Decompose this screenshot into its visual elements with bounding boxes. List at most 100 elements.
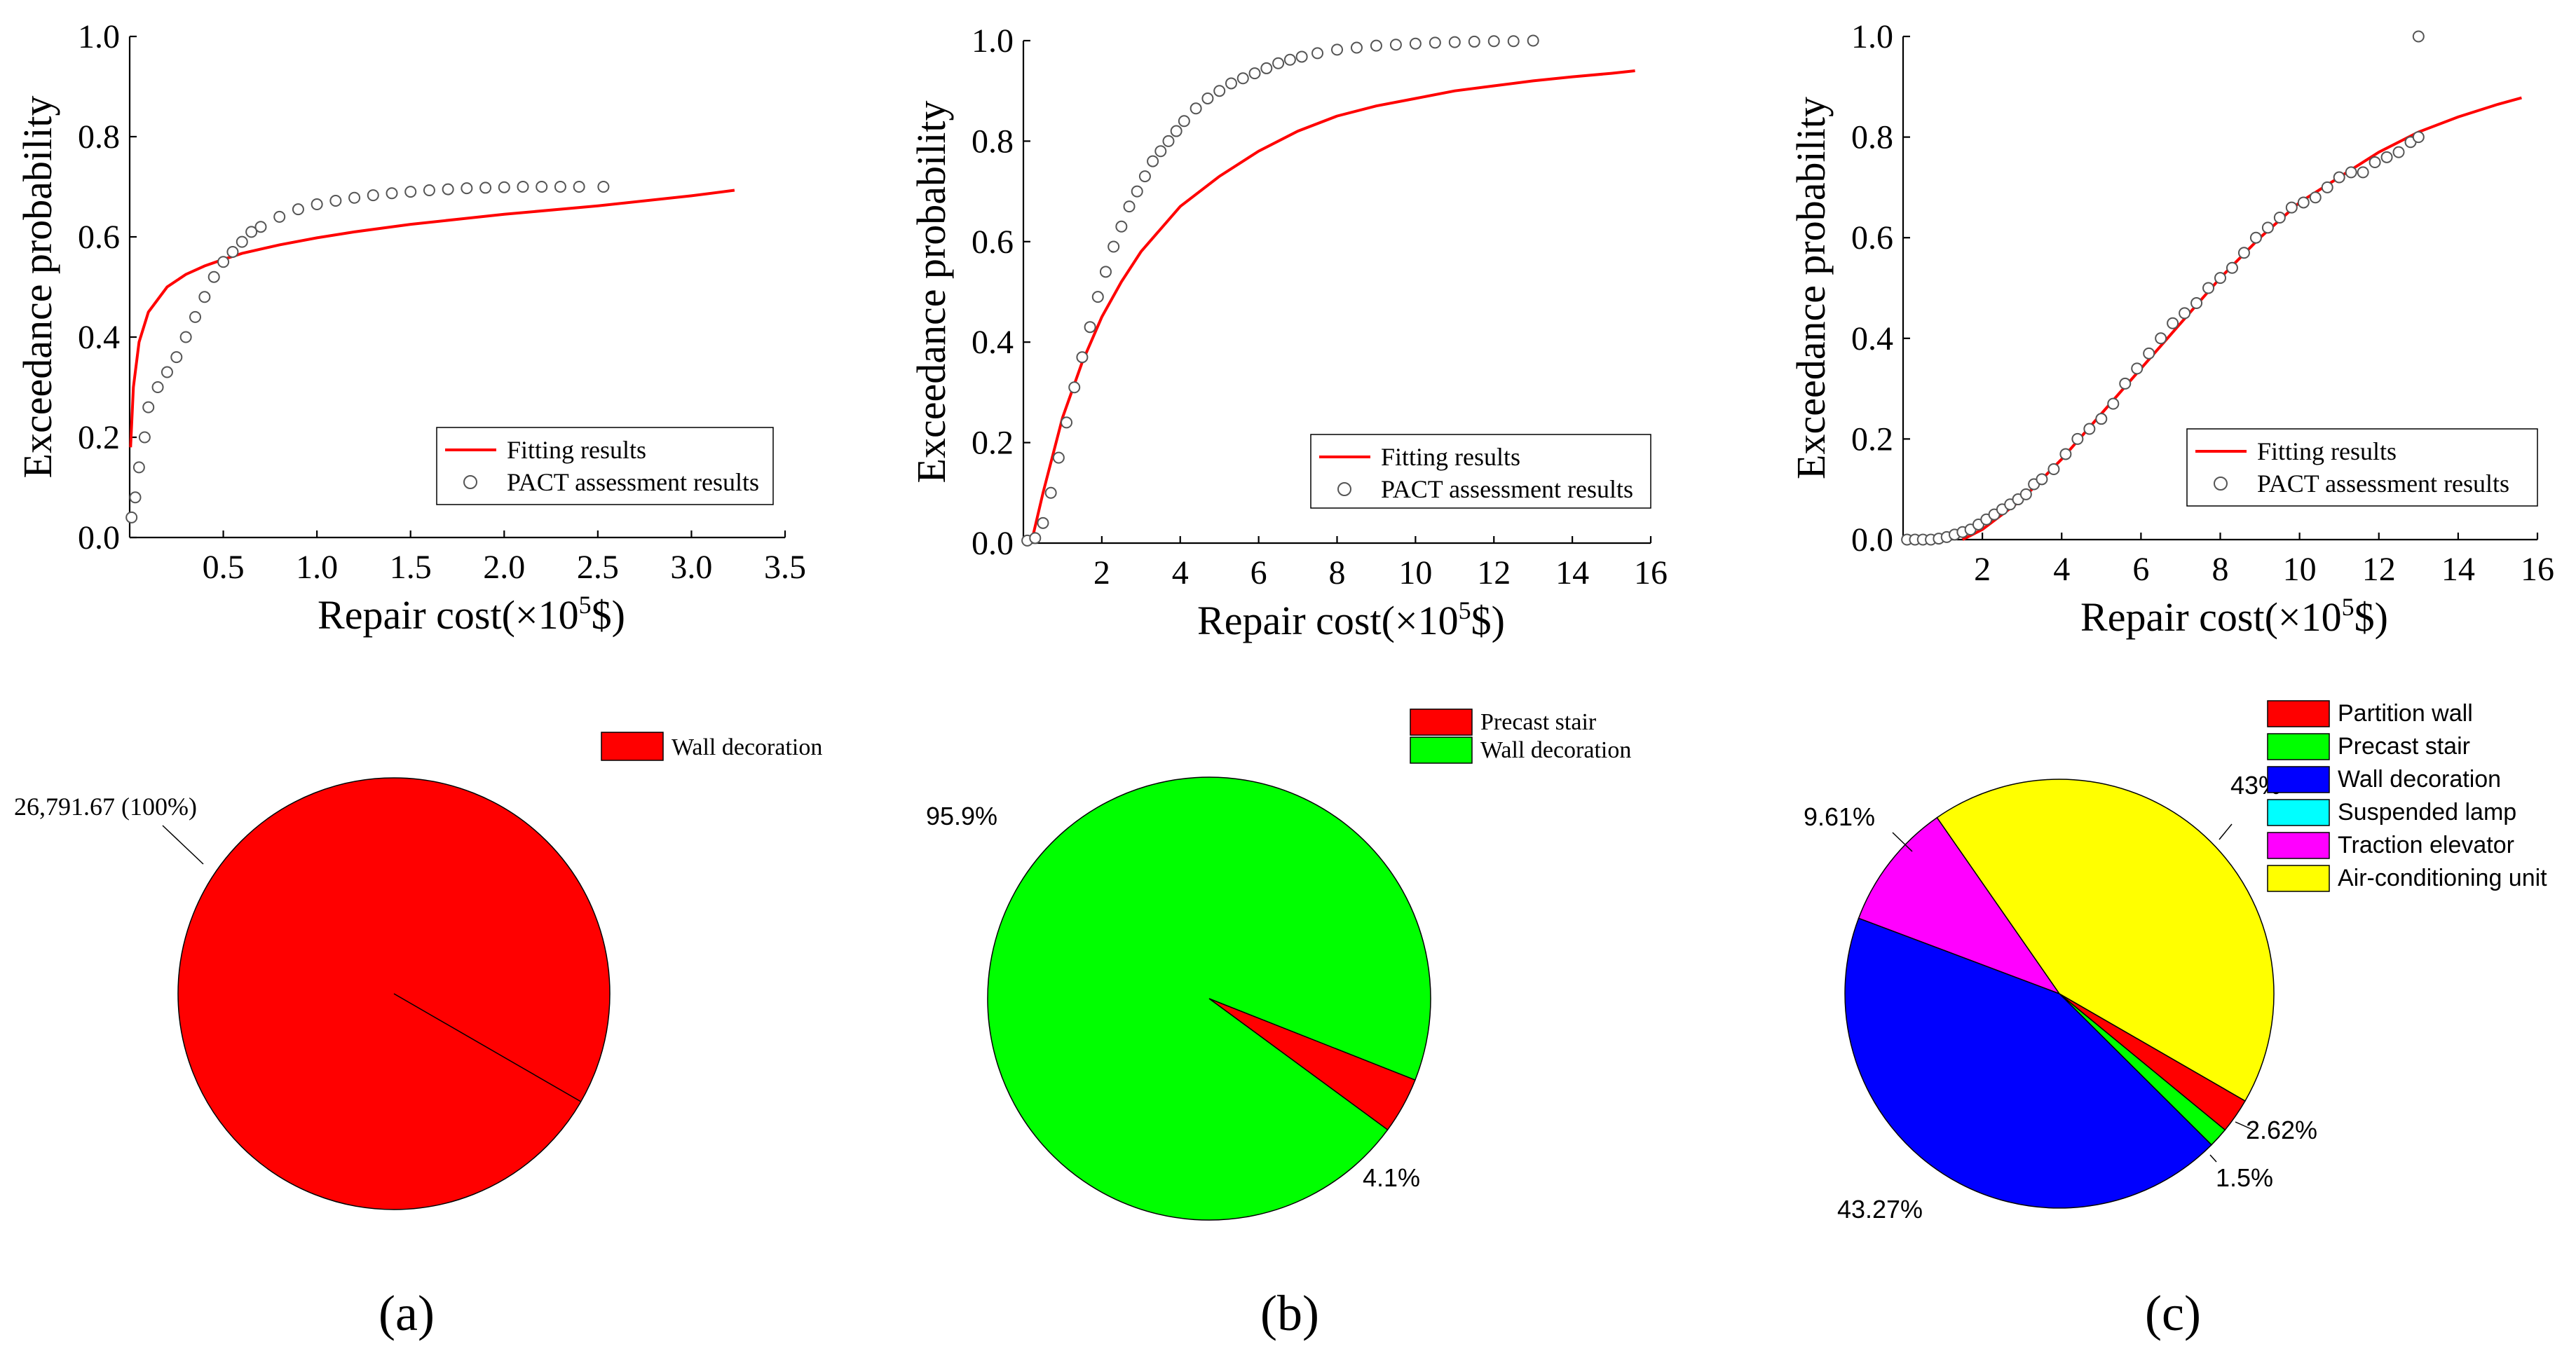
legend-label-fitting: Fitting results xyxy=(507,436,646,464)
pie-percent-label: 43.27% xyxy=(1837,1195,1923,1224)
data-point xyxy=(1389,39,1402,51)
data-point xyxy=(236,235,248,248)
x-axis-title-tail: $) xyxy=(1471,598,1505,643)
data-point xyxy=(2412,30,2425,43)
data-point xyxy=(2357,166,2369,179)
y-tick-label: 0.2 xyxy=(1851,420,1893,458)
data-point xyxy=(1311,47,1324,60)
y-tick-label: 0.6 xyxy=(972,224,1014,261)
data-point xyxy=(1170,125,1183,137)
data-point xyxy=(273,210,286,223)
x-tick-label: 6 xyxy=(2132,551,2149,588)
data-point xyxy=(2214,272,2226,285)
data-point xyxy=(2249,231,2262,244)
data-point xyxy=(1154,145,1167,158)
data-point xyxy=(1147,155,1159,167)
legend-marker-swatch xyxy=(463,475,477,489)
pie-percent-label: 95.9% xyxy=(926,802,997,830)
x-tick-label: 4 xyxy=(2053,551,2070,588)
data-point xyxy=(129,491,142,504)
x-axis-title-sup: 5 xyxy=(1459,596,1471,624)
x-tick-label: 4 xyxy=(1172,554,1189,591)
x-tick-label: 8 xyxy=(2212,551,2229,588)
y-tick-label: 0.8 xyxy=(972,123,1014,160)
data-point xyxy=(1487,35,1500,48)
data-point xyxy=(479,182,492,194)
data-point xyxy=(329,195,342,207)
data-point xyxy=(386,187,398,200)
y-tick-label: 0.4 xyxy=(78,319,120,356)
data-point xyxy=(404,186,417,198)
x-axis-title-tail: $) xyxy=(592,592,625,638)
data-point xyxy=(1123,200,1136,213)
legend-label-fitting: Fitting results xyxy=(2257,437,2397,465)
data-point xyxy=(2143,347,2155,359)
pie-percent-label: 26,791.67 (100%) xyxy=(14,793,197,821)
data-point xyxy=(138,431,151,444)
data-point xyxy=(2047,463,2060,475)
data-point xyxy=(573,181,585,193)
pie-percent-label: 4.1% xyxy=(1363,1163,1420,1192)
x-axis-title: Repair cost(×105$) xyxy=(1197,596,1505,643)
data-point xyxy=(2179,307,2191,320)
x-axis-title-sup: 5 xyxy=(579,591,592,619)
x-axis-title-main: Repair cost(×10 xyxy=(2080,594,2342,640)
chart-b-exceedance: 0.0 0.2 0.4 0.6 0.8 1.0 2 4 6 8 10 12 14 16 Repair cos… xyxy=(908,22,1668,643)
x-tick-label: 16 xyxy=(2521,551,2554,588)
data-point xyxy=(1350,41,1363,54)
data-point xyxy=(2380,151,2393,163)
y-tick-label: 1.0 xyxy=(1851,18,1893,55)
data-point xyxy=(367,189,379,202)
data-point xyxy=(1190,102,1202,115)
legend-label: Precast stair xyxy=(2338,733,2470,760)
x-axis-title-sup: 5 xyxy=(2342,593,2354,621)
data-point xyxy=(1409,37,1422,50)
x-tick-label: 1.0 xyxy=(296,549,338,586)
data-point xyxy=(2095,413,2108,425)
data-point xyxy=(2155,332,2167,345)
x-tick-label: 2 xyxy=(1974,551,1991,588)
data-point xyxy=(292,203,304,216)
x-tick-label: 12 xyxy=(1477,554,1511,591)
legend-swatch xyxy=(2267,766,2330,793)
pie-slice-wall-decoration xyxy=(987,776,1431,1221)
data-point xyxy=(1370,39,1382,52)
panel-label-c: (c) xyxy=(2145,1285,2201,1341)
data-point xyxy=(311,198,323,211)
x-axis-title-main: Repair cost(×10 xyxy=(1197,598,1459,643)
data-point xyxy=(1029,532,1042,545)
legend-box xyxy=(1310,434,1651,509)
data-point xyxy=(1527,34,1539,47)
data-point xyxy=(2059,448,2072,460)
x-tick-label: 14 xyxy=(2441,551,2475,588)
data-point xyxy=(1044,486,1057,499)
y-tick-label: 0.0 xyxy=(1851,521,1893,559)
y-tick-label: 0.8 xyxy=(78,118,120,156)
data-point xyxy=(125,511,138,523)
data-point xyxy=(1099,266,1112,278)
y-tick-label: 1.0 xyxy=(972,22,1014,60)
y-axis-title: Exceedance probability xyxy=(908,101,954,484)
data-point xyxy=(1037,516,1049,529)
data-point xyxy=(2261,221,2274,234)
data-point xyxy=(179,331,192,343)
pie-slice-wall-decoration xyxy=(1844,917,2213,1209)
x-axis-title: Repair cost(×105$) xyxy=(2080,593,2388,640)
y-tick-label: 0.0 xyxy=(972,525,1014,562)
legend-label-pact: PACT assessment results xyxy=(1381,475,1633,503)
legend-swatch xyxy=(1410,708,1473,736)
data-point xyxy=(1213,85,1226,97)
data-point xyxy=(1331,43,1343,56)
legend-swatch xyxy=(2267,865,2330,892)
y-tick-label: 0.4 xyxy=(1851,320,1893,357)
legend-swatch xyxy=(2267,799,2330,826)
data-point xyxy=(1429,36,1441,49)
legend-marker-swatch xyxy=(1337,482,1351,496)
x-tick-label: 3.0 xyxy=(670,549,712,586)
data-point xyxy=(2333,171,2345,184)
x-axis-title-tail: $) xyxy=(2354,594,2388,640)
legend-box xyxy=(2186,428,2538,507)
pie-slice-traction-elevator xyxy=(1858,816,2061,995)
